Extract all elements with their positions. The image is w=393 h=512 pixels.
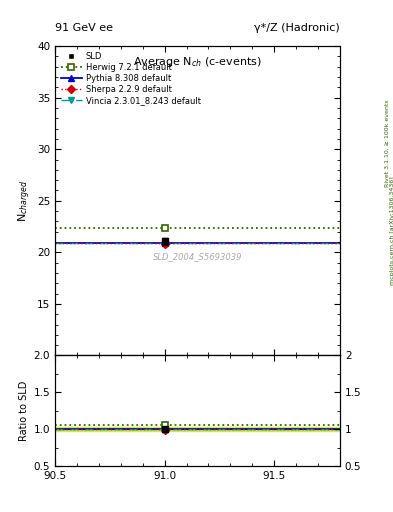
Text: 91 GeV ee: 91 GeV ee xyxy=(55,23,113,33)
Text: SLD_2004_S5693039: SLD_2004_S5693039 xyxy=(153,252,242,261)
Y-axis label: N$_{charged}$: N$_{charged}$ xyxy=(17,180,33,222)
Bar xyxy=(55,427,340,431)
Legend: SLD, Herwig 7.2.1 default, Pythia 8.308 default, Sherpa 2.2.9 default, Vincia 2.: SLD, Herwig 7.2.1 default, Pythia 8.308 … xyxy=(59,50,202,107)
Text: γ*/Z (Hadronic): γ*/Z (Hadronic) xyxy=(254,23,340,33)
Y-axis label: Ratio to SLD: Ratio to SLD xyxy=(19,380,29,441)
Text: Average N$_{ch}$ (c-events): Average N$_{ch}$ (c-events) xyxy=(133,55,262,69)
Text: mcplots.cern.ch [arXiv:1306.3436]: mcplots.cern.ch [arXiv:1306.3436] xyxy=(390,176,393,285)
Text: Rivet 3.1.10, ≥ 100k events: Rivet 3.1.10, ≥ 100k events xyxy=(385,99,389,187)
